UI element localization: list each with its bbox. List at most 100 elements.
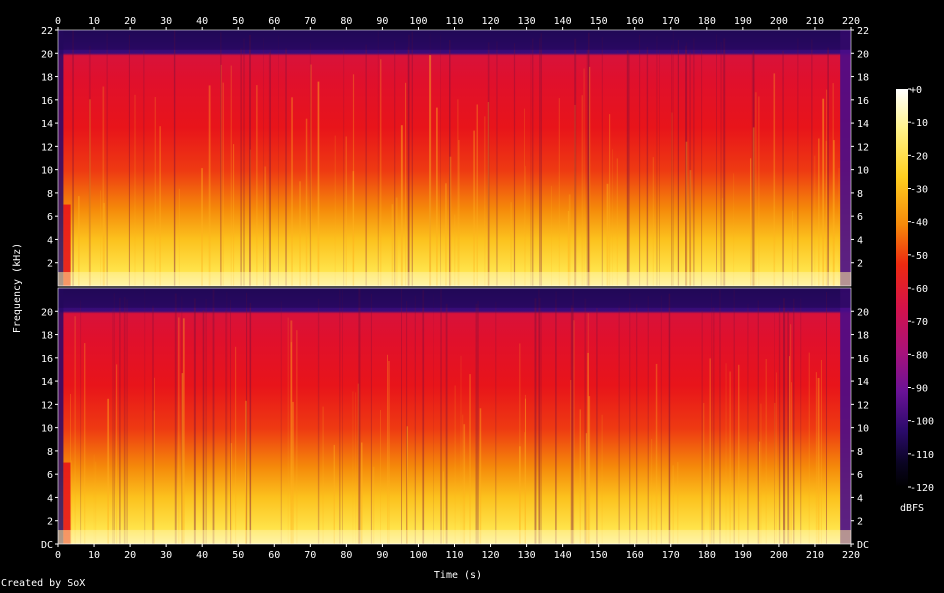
x-tick-label-top: 30 bbox=[160, 16, 172, 27]
x-tick-label-bottom: 30 bbox=[160, 550, 172, 561]
transient-streak bbox=[309, 43, 311, 287]
quiet-intro-region bbox=[58, 288, 64, 544]
transient-streak bbox=[487, 42, 490, 286]
x-tick-label-top: 220 bbox=[842, 16, 860, 27]
transient-streak bbox=[827, 47, 829, 286]
transient-streak bbox=[774, 309, 775, 544]
transient-streak bbox=[126, 299, 128, 544]
x-tick-label-bottom: 50 bbox=[232, 550, 244, 561]
transient-streak bbox=[462, 414, 464, 544]
x-tick-label-top: 170 bbox=[662, 16, 680, 27]
transient-streak bbox=[733, 289, 735, 544]
transient-streak bbox=[134, 94, 136, 286]
channel-1-spectrogram bbox=[58, 30, 851, 286]
transient-streak bbox=[222, 82, 224, 286]
x-tick-label-bottom: 10 bbox=[88, 550, 100, 561]
transient-streak bbox=[484, 116, 486, 286]
transient-streak bbox=[246, 292, 248, 544]
transient-streak bbox=[256, 85, 258, 286]
transient-streak bbox=[249, 302, 252, 544]
colorbar: +0 -10 -20 -30 -40 -50 -60 -70 -80 -90 -100 -110 -12… bbox=[896, 85, 934, 494]
transient-streak bbox=[616, 158, 618, 286]
colorbar-tick-label: +0 bbox=[910, 85, 922, 96]
transient-streak bbox=[540, 33, 542, 287]
y-tick-label-right: 18 bbox=[857, 73, 869, 84]
transient-streak bbox=[652, 157, 654, 286]
transient-streak bbox=[570, 380, 572, 544]
colorbar-tick-label: -110 bbox=[910, 450, 934, 461]
transient-streak bbox=[119, 297, 121, 544]
x-tick-label-top: 50 bbox=[232, 16, 244, 27]
transient-streak bbox=[701, 49, 703, 286]
transient-streak bbox=[778, 305, 781, 544]
y-tick-label: 10 bbox=[41, 424, 53, 435]
y-tick-label-right: 10 bbox=[857, 424, 869, 435]
transient-streak bbox=[588, 396, 591, 544]
transient-streak bbox=[245, 400, 247, 544]
transient-streak bbox=[586, 49, 589, 287]
transient-streak bbox=[817, 378, 820, 544]
x-tick-label-bottom: 190 bbox=[734, 550, 752, 561]
transient-streak bbox=[601, 414, 603, 544]
fade-out-region bbox=[840, 288, 851, 544]
transient-streak bbox=[589, 66, 591, 287]
transient-streak bbox=[758, 441, 761, 544]
fade-out-region bbox=[840, 30, 851, 286]
transient-streak bbox=[826, 292, 827, 544]
transient-streak bbox=[357, 383, 360, 544]
transient-streak bbox=[406, 301, 408, 544]
transient-streak bbox=[725, 363, 727, 544]
x-tick-label-bottom: 100 bbox=[409, 550, 427, 561]
y-tick-label: DC bbox=[41, 540, 53, 551]
transient-streak bbox=[152, 305, 154, 544]
transient-streak bbox=[233, 144, 235, 286]
transient-streak bbox=[629, 293, 631, 544]
transient-streak bbox=[268, 52, 271, 286]
y-tick-label-right: 2 bbox=[857, 259, 863, 270]
transient-streak bbox=[70, 394, 71, 544]
transient-streak bbox=[113, 293, 115, 544]
transient-streak bbox=[587, 313, 589, 544]
transient-streak bbox=[606, 183, 609, 286]
transient-streak bbox=[496, 41, 498, 287]
y-tick-label-right: 8 bbox=[857, 447, 863, 458]
transient-streak bbox=[460, 355, 462, 544]
transient-streak bbox=[240, 48, 242, 286]
x-tick-label-bottom: 150 bbox=[590, 550, 608, 561]
transient-streak bbox=[181, 373, 184, 544]
transient-streak bbox=[612, 149, 613, 286]
x-tick-label-bottom: 140 bbox=[554, 550, 572, 561]
sox-credit: Created by SoX bbox=[1, 578, 86, 589]
transient-streak bbox=[685, 141, 688, 286]
colorbar-tick-label: -30 bbox=[910, 185, 928, 196]
transient-streak bbox=[352, 74, 355, 286]
transient-streak bbox=[530, 44, 532, 287]
transient-streak bbox=[235, 346, 237, 544]
y-tick-label: 8 bbox=[47, 447, 53, 458]
transient-streak bbox=[689, 51, 691, 286]
transient-streak bbox=[291, 97, 293, 286]
transient-streak bbox=[832, 83, 834, 286]
transient-streak bbox=[159, 126, 161, 286]
transient-streak bbox=[458, 140, 460, 286]
transient-streak bbox=[407, 47, 409, 286]
x-tick-label-top: 110 bbox=[445, 16, 463, 27]
x-tick-label-bottom: 80 bbox=[340, 550, 352, 561]
transient-streak bbox=[601, 37, 603, 286]
transient-streak bbox=[436, 107, 438, 286]
low-frequency-band bbox=[58, 530, 851, 544]
transient-streak bbox=[100, 190, 101, 286]
transient-streak bbox=[476, 104, 478, 286]
x-tick-label-top: 40 bbox=[196, 16, 208, 27]
transient-streak bbox=[280, 301, 282, 544]
x-tick-label-top: 0 bbox=[55, 16, 61, 27]
transient-streak bbox=[173, 30, 176, 286]
transient-streak bbox=[685, 45, 687, 286]
transient-streak bbox=[449, 40, 451, 286]
x-tick-label-top: 130 bbox=[518, 16, 536, 27]
transient-streak bbox=[181, 296, 183, 544]
transient-streak bbox=[525, 398, 526, 544]
transient-streak bbox=[596, 307, 598, 544]
transient-streak bbox=[469, 374, 471, 544]
transient-streak bbox=[513, 43, 516, 287]
